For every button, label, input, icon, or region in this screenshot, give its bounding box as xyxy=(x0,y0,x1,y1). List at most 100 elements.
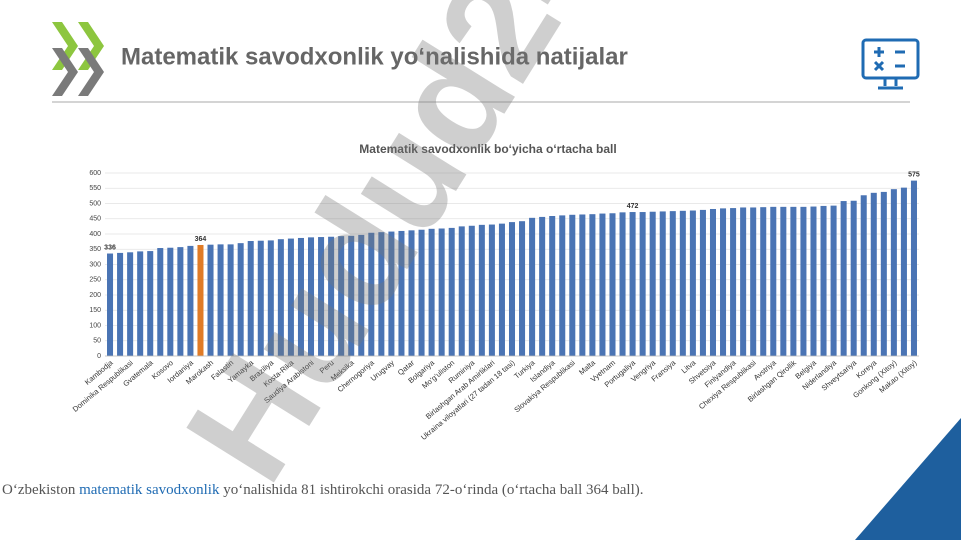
y-tick-label: 0 xyxy=(97,353,101,360)
bar xyxy=(388,231,395,356)
corner-decoration xyxy=(855,418,961,540)
bar xyxy=(639,212,646,356)
bar xyxy=(689,210,696,356)
bar xyxy=(870,192,877,356)
bar xyxy=(157,248,164,356)
footer-text: yo‘nalishida 81 ishtirokchi orasida 72-o… xyxy=(219,482,643,498)
bar xyxy=(127,252,134,356)
bar xyxy=(760,207,767,356)
bar xyxy=(669,211,676,356)
bar xyxy=(539,216,546,356)
bar xyxy=(880,191,887,356)
bar xyxy=(398,230,405,356)
bar xyxy=(107,253,114,356)
bar xyxy=(599,213,606,356)
bar xyxy=(137,251,144,356)
bar xyxy=(297,237,304,356)
footer-text: O‘zbekiston xyxy=(2,482,79,498)
bar xyxy=(699,209,706,356)
bar xyxy=(147,251,154,356)
bar xyxy=(800,206,807,356)
bar xyxy=(468,225,475,356)
data-label: 364 xyxy=(195,236,207,243)
bar xyxy=(197,244,204,356)
calc-icon xyxy=(861,38,920,90)
bar xyxy=(740,207,747,356)
bar xyxy=(750,207,757,356)
data-label: 575 xyxy=(908,171,920,178)
bar xyxy=(820,205,827,356)
bar xyxy=(207,244,214,356)
y-tick-label: 450 xyxy=(89,216,101,223)
y-tick-label: 100 xyxy=(89,322,101,329)
bar xyxy=(579,214,586,356)
y-tick-label: 50 xyxy=(93,338,101,345)
chart-title: Matematik savodxonlik bo‘yicha o‘rtacha … xyxy=(359,142,616,156)
bar xyxy=(910,180,917,356)
bar xyxy=(328,236,335,356)
bar xyxy=(519,221,526,356)
y-tick-label: 200 xyxy=(89,292,101,299)
bar xyxy=(458,226,465,356)
y-tick-label: 500 xyxy=(89,200,101,207)
bar xyxy=(237,243,244,356)
bar xyxy=(649,211,656,356)
footer: O‘zbekiston matematik savodxonlik yo‘nal… xyxy=(2,482,644,498)
bar xyxy=(478,224,485,356)
bar xyxy=(287,238,294,356)
bar xyxy=(227,244,234,356)
bar xyxy=(277,239,284,356)
bar xyxy=(780,206,787,356)
bar xyxy=(177,247,184,356)
bar xyxy=(589,214,596,356)
bar xyxy=(659,211,666,356)
bar xyxy=(890,189,897,356)
y-tick-label: 600 xyxy=(89,170,101,177)
bar xyxy=(187,245,194,356)
bar xyxy=(217,244,224,356)
y-tick-label: 350 xyxy=(89,246,101,253)
bar xyxy=(117,252,124,356)
y-tick-label: 300 xyxy=(89,261,101,268)
bar xyxy=(318,237,325,356)
bar xyxy=(247,241,254,356)
bar xyxy=(730,208,737,356)
bar xyxy=(368,232,375,356)
bar xyxy=(720,208,727,356)
logo xyxy=(52,22,104,96)
bar xyxy=(850,200,857,356)
bar xyxy=(488,224,495,356)
y-tick-label: 150 xyxy=(89,307,101,314)
bar xyxy=(860,195,867,356)
bar xyxy=(569,214,576,356)
bar xyxy=(549,216,556,356)
y-tick-label: 400 xyxy=(89,231,101,238)
bar xyxy=(679,210,686,356)
bar xyxy=(348,235,355,356)
bar xyxy=(448,227,455,356)
bar xyxy=(167,247,174,356)
bar xyxy=(438,228,445,356)
slide-title: Matematik savodxonlik yo‘nalishida natij… xyxy=(121,43,628,70)
bar xyxy=(498,223,505,356)
y-tick-label: 550 xyxy=(89,185,101,192)
bar xyxy=(358,234,365,356)
bar xyxy=(267,240,274,356)
bar xyxy=(709,208,717,356)
bar xyxy=(338,236,345,356)
data-label: 336 xyxy=(104,244,116,251)
bar xyxy=(770,206,777,356)
bar xyxy=(559,215,566,356)
bar xyxy=(408,230,415,356)
bar xyxy=(508,222,516,356)
y-tick-label: 250 xyxy=(89,277,101,284)
bar xyxy=(529,217,536,356)
bar xyxy=(609,213,616,356)
bar xyxy=(428,228,435,356)
footer-highlight: matematik savodxonlik xyxy=(79,482,220,498)
data-label: 472 xyxy=(627,203,639,210)
bar xyxy=(619,212,626,356)
bar xyxy=(900,187,907,356)
bar xyxy=(790,206,797,356)
